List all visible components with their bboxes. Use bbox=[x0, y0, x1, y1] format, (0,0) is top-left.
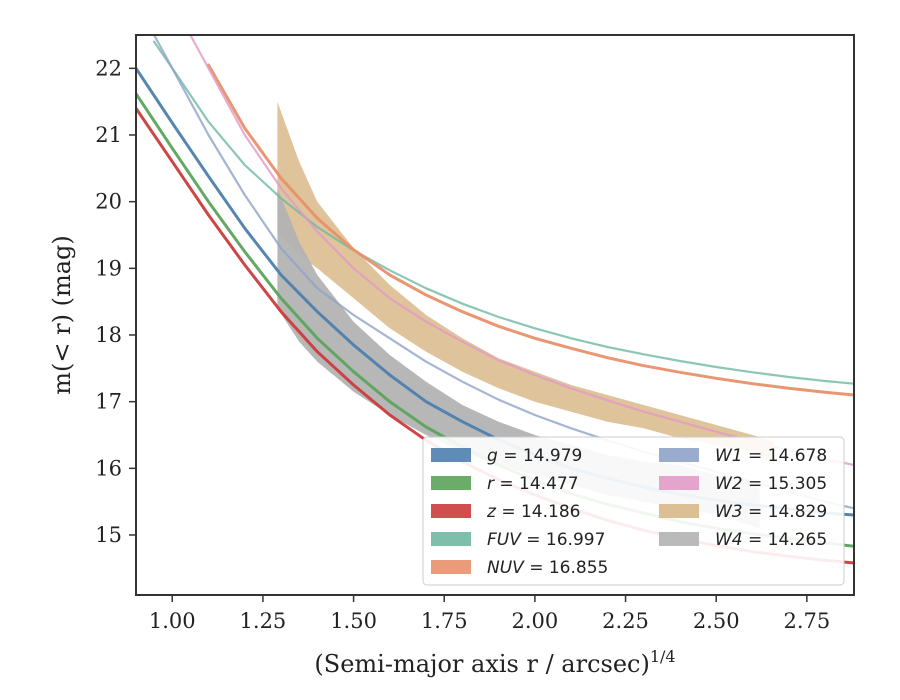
y-tick-label: 19 bbox=[95, 256, 122, 280]
y-tick-label: 22 bbox=[95, 56, 122, 80]
series-line-fuv bbox=[153, 40, 854, 385]
legend-swatch-w3 bbox=[659, 504, 699, 518]
legend-swatch-g bbox=[431, 448, 471, 462]
x-tick-label: 1.00 bbox=[149, 609, 196, 633]
series-band-w3 bbox=[277, 101, 775, 465]
legend-label-w1: W1 = 14.678 bbox=[715, 446, 827, 466]
x-tick-label: 2.75 bbox=[783, 609, 830, 633]
x-axis-label-power: 1/4 bbox=[650, 647, 676, 666]
legend: g = 14.979 r = 14.477 z = 14.186 FUV = 16.9… bbox=[422, 436, 845, 586]
legend-label-w4: W4 = 14.265 bbox=[715, 530, 827, 550]
axis-ticks: 1.00 1.25 1.50 1.75 2.00 2.25 2.50 2.75 15 16 17 18… bbox=[95, 56, 830, 633]
legend-label-z: z = 14.186 bbox=[486, 502, 580, 522]
x-tick-label: 1.50 bbox=[330, 609, 377, 633]
legend-swatch-w2 bbox=[659, 476, 699, 490]
legend-swatch-fuv bbox=[431, 532, 471, 546]
legend-box bbox=[422, 436, 845, 586]
x-tick-label: 2.25 bbox=[602, 609, 649, 633]
legend-label-nuv: NUV = 16.855 bbox=[487, 558, 608, 578]
y-tick-label: 15 bbox=[95, 523, 122, 547]
legend-label-w2: W2 = 15.305 bbox=[715, 474, 827, 494]
legend-label-g: g = 14.979 bbox=[487, 446, 582, 466]
legend-swatch-r bbox=[431, 476, 471, 490]
y-tick-label: 21 bbox=[95, 123, 122, 147]
legend-swatch-nuv bbox=[431, 560, 471, 574]
y-tick-label: 18 bbox=[95, 323, 122, 347]
y-tick-label: 20 bbox=[95, 190, 122, 214]
legend-swatch-w4 bbox=[659, 532, 699, 546]
y-axis-label: m(< r) (mag) bbox=[48, 235, 76, 394]
plot-frame bbox=[135, 34, 855, 596]
x-tick-label: 1.25 bbox=[240, 609, 287, 633]
series-line-nuv bbox=[207, 63, 854, 397]
x-tick-label: 2.50 bbox=[693, 609, 740, 633]
y-tick-label: 16 bbox=[95, 456, 122, 480]
legend-label-w3: W3 = 14.829 bbox=[715, 502, 827, 522]
x-tick-label: 2.00 bbox=[512, 609, 559, 633]
x-axis-label: (Semi-major axis r / arcsec)1/4 bbox=[314, 647, 675, 678]
y-tick-label: 17 bbox=[95, 390, 122, 414]
x-axis-label-text: (Semi-major axis r / arcsec) bbox=[314, 650, 649, 678]
x-tick-label: 1.75 bbox=[421, 609, 468, 633]
legend-swatch-z bbox=[431, 504, 471, 518]
legend-swatch-w1 bbox=[659, 448, 699, 462]
legend-label-fuv: FUV = 16.997 bbox=[487, 530, 605, 550]
legend-label-r: r = 14.477 bbox=[487, 474, 579, 494]
